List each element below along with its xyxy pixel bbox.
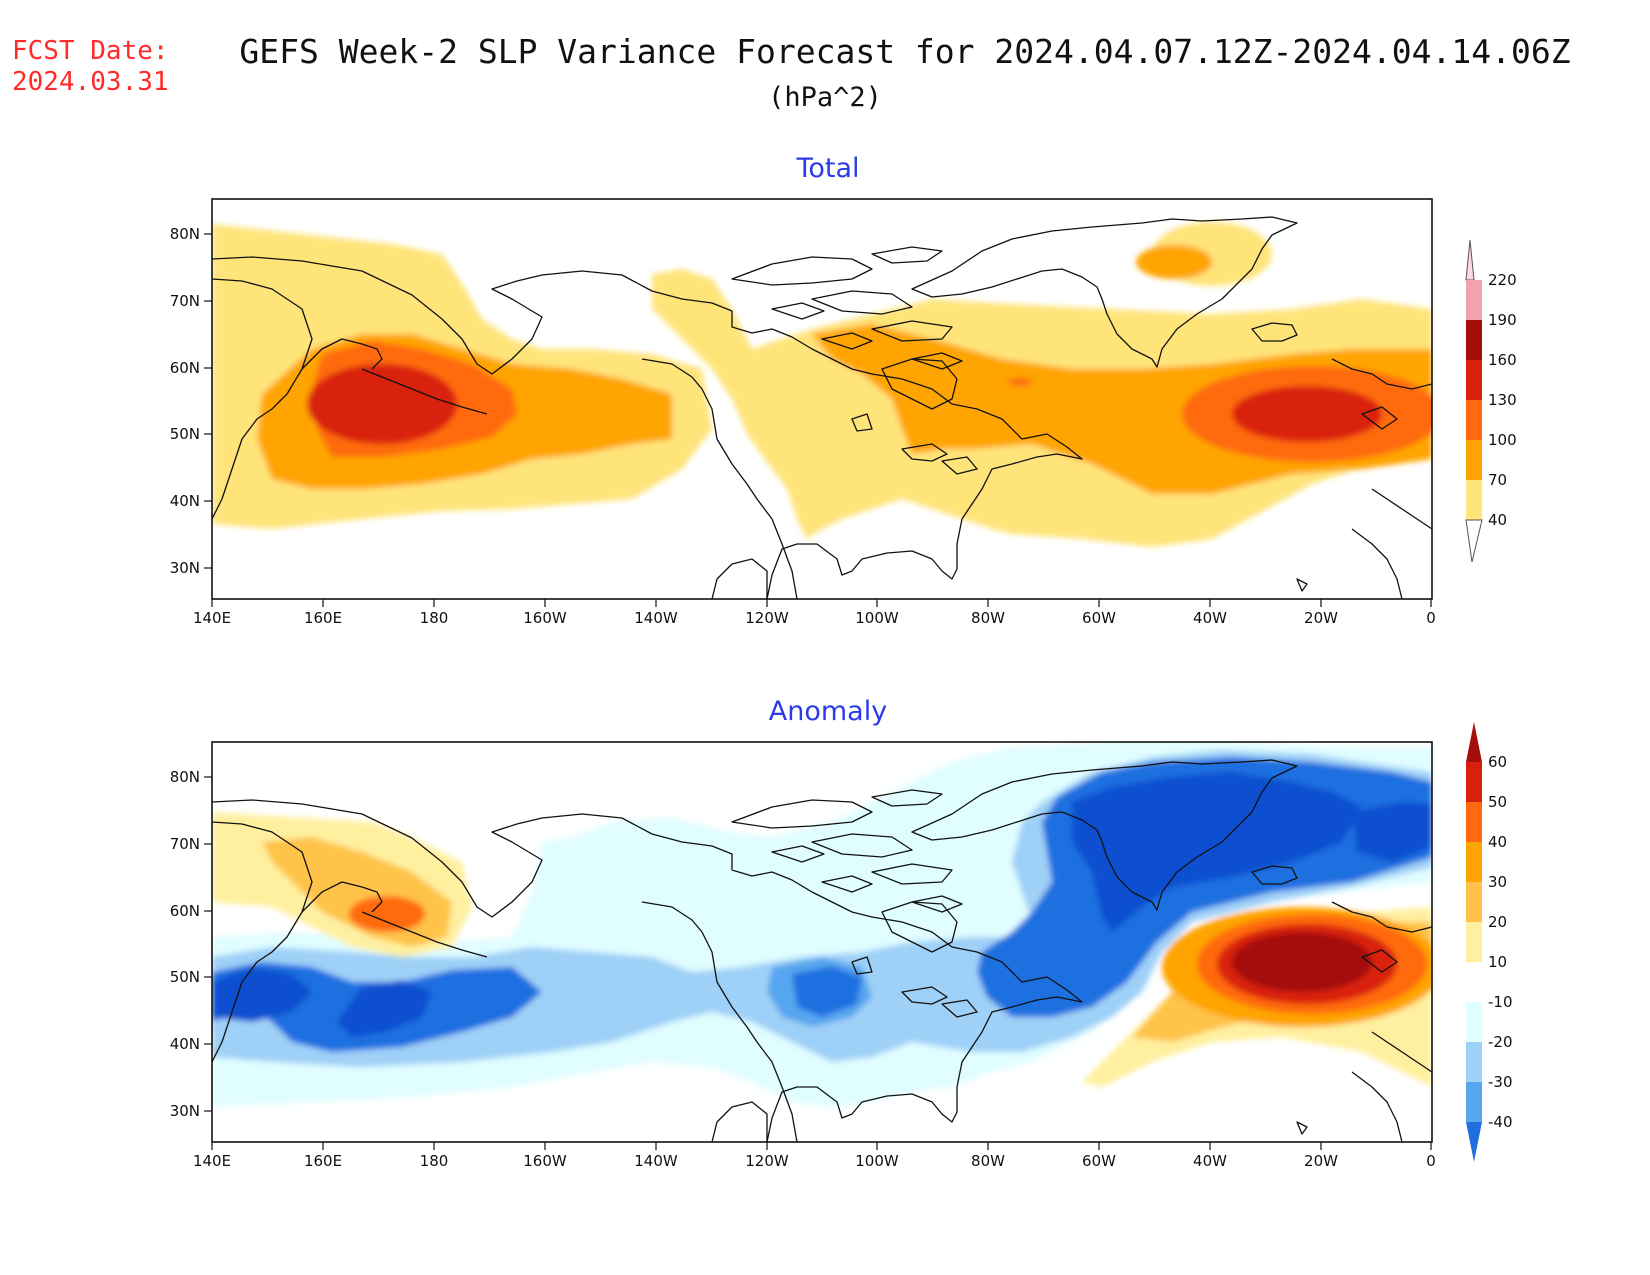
total-cb-label-70: 70 [1488,471,1507,489]
anomaly-lat-label-40n: 40N [170,1035,200,1053]
total-cb-label-130: 130 [1488,391,1517,409]
total-colorbar-top-arrow [1465,239,1475,281]
anomaly-cb-label-30: 30 [1488,873,1507,891]
anomaly-colorbar-top-arrow [1466,722,1482,762]
total-colorbar-swatch-100-130 [1466,400,1482,440]
anomaly-lon-label-180: 180 [420,1152,449,1170]
anomaly-lat-label-70n: 70N [170,835,200,853]
total-lat-label-80n: 80N [170,225,200,243]
anomaly-lon-label-160w: 160W [523,1152,567,1170]
anomaly-map-frame [211,741,1433,1143]
units-label: (hPa^2) [768,82,882,113]
anomaly-cb-label-60: 60 [1488,753,1507,771]
anomaly-cb-label-50: 50 [1488,793,1507,811]
anomaly-lon-label-0: 0 [1426,1152,1436,1170]
anomaly-lon-label-60w: 60W [1082,1152,1116,1170]
total-colorbar-swatch-130-160 [1466,360,1482,400]
panel-title-anomaly: Anomaly [769,696,887,727]
fcst-date-value: 2024.03.31 [12,67,169,97]
anomaly-colorbar-swatch-20-30 [1466,882,1482,922]
fcst-date-block: FCST Date: 2024.03.31 [12,36,169,98]
total-lat-label-70n: 70N [170,292,200,310]
total-field [212,199,1432,599]
total-lon-label-140e: 140E [193,609,231,627]
anomaly-cb-label-minus20: -20 [1488,1033,1513,1051]
total-colorbar-swatch-190-220 [1466,280,1482,320]
anomaly-cb-label-minus40: -40 [1488,1113,1513,1131]
anomaly-colorbar-swatch-50-60 [1466,762,1482,802]
anomaly-lon-label-80w: 80W [971,1152,1005,1170]
total-lon-label-140w: 140W [634,609,678,627]
anomaly-cb-label-minus10: -10 [1488,993,1513,1011]
anomaly-lon-label-120w: 120W [745,1152,789,1170]
anomaly-lat-label-50n: 50N [170,968,200,986]
total-lon-label-160w: 160W [523,609,567,627]
anomaly-colorbar-swatch-40-50 [1466,802,1482,842]
total-lon-label-20w: 20W [1304,609,1338,627]
anomaly-lat-label-60n: 60N [170,902,200,920]
anomaly-lon-label-140w: 140W [634,1152,678,1170]
anomaly-colorbar-swatch-10-20 [1466,922,1482,962]
fcst-date-label: FCST Date: [12,36,169,66]
anomaly-lon-label-140e: 140E [193,1152,231,1170]
total-cb-label-190: 190 [1488,311,1517,329]
anomaly-cb-label-minus30: -30 [1488,1073,1513,1091]
anomaly-colorbar-swatch-minus30-minus40 [1466,1082,1482,1122]
total-lon-label-40w: 40W [1193,609,1227,627]
total-lon-label-160e: 160E [304,609,342,627]
total-lat-axis: 80N 70N 60N 50N 40N 30N [170,225,212,577]
total-lat-label-30n: 30N [170,559,200,577]
total-lon-label-120w: 120W [745,609,789,627]
total-lon-label-100w: 100W [855,609,899,627]
total-cb-label-160: 160 [1488,351,1517,369]
anomaly-lat-label-30n: 30N [170,1102,200,1120]
page-title: GEFS Week-2 SLP Variance Forecast for 20… [239,32,1571,71]
total-lon-label-0: 0 [1426,609,1436,627]
anomaly-field [212,742,1432,1142]
anomaly-colorbar-swatch-minus10-minus20 [1466,1002,1482,1042]
total-colorbar-swatch-160-190 [1466,320,1482,360]
total-lon-axis: 140E 160E 180 160W 140W 120W 100W 80W 60… [193,599,1436,627]
anomaly-lat-label-80n: 80N [170,768,200,786]
total-cb-label-100: 100 [1488,431,1517,449]
anomaly-lon-axis: 140E 160E 180 160W 140W 120W 100W 80W 60… [193,1142,1436,1170]
total-lon-label-80w: 80W [971,609,1005,627]
anomaly-cb-label-10: 10 [1488,953,1507,971]
total-lon-label-60w: 60W [1082,609,1116,627]
anomaly-lat-axis: 80N 70N 60N 50N 40N 30N [170,768,212,1120]
total-colorbar: 220 190 160 130 100 70 40 [1465,239,1517,563]
total-lat-label-40n: 40N [170,492,200,510]
anomaly-colorbar-swatch-30-40 [1466,842,1482,882]
total-lat-label-60n: 60N [170,359,200,377]
anomaly-cb-label-20: 20 [1488,913,1507,931]
total-map-frame [211,198,1433,600]
total-colorbar-bottom-arrow [1465,519,1483,563]
panel-title-total: Total [795,153,859,184]
total-cb-label-220: 220 [1488,271,1517,289]
anomaly-cb-label-40: 40 [1488,833,1507,851]
anomaly-colorbar-swatch-minus20-minus30 [1466,1042,1482,1082]
total-colorbar-swatch-70-100 [1466,440,1482,480]
total-lon-label-180: 180 [420,609,449,627]
anomaly-colorbar-swatch-neutral [1466,962,1482,1002]
anomaly-lon-label-20w: 20W [1304,1152,1338,1170]
anomaly-lon-label-160e: 160E [304,1152,342,1170]
total-colorbar-swatch-40-70 [1466,480,1482,520]
anomaly-lon-label-100w: 100W [855,1152,899,1170]
anomaly-colorbar: 60 50 40 30 20 10 -10 -20 -30 -40 [1466,722,1513,1162]
total-cb-label-40: 40 [1488,511,1507,529]
total-lat-label-50n: 50N [170,425,200,443]
anomaly-colorbar-bottom-arrow [1466,1122,1482,1162]
anomaly-lon-label-40w: 40W [1193,1152,1227,1170]
